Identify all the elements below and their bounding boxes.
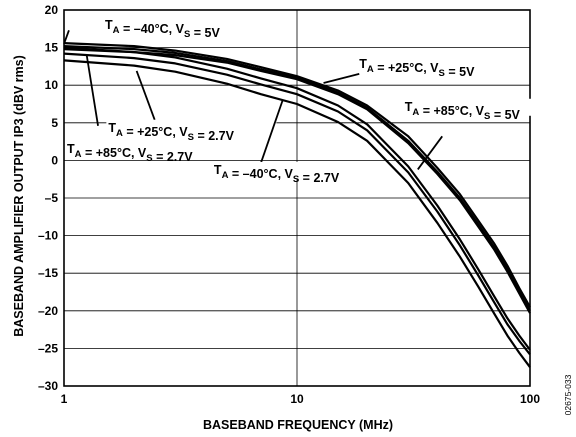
annotation-pointer [85, 54, 99, 126]
annotation-pointer [417, 135, 443, 170]
y-tick-label: 15 [45, 41, 59, 55]
plot-frame [63, 9, 531, 387]
y-tick-label: 0 [51, 153, 58, 167]
figure-id: 02675-033 [563, 374, 573, 415]
y-tick-label: 10 [45, 78, 59, 92]
annotation-label-3: TA = +85°C, VS = 5V [405, 100, 521, 122]
annotation-label-4: TA = +25°C, VS = 2.7V [108, 121, 234, 143]
annotation-bg [402, 98, 573, 116]
x-tick-labels: 1 10 100 [61, 392, 541, 406]
annotation-label-5: TA = +85°C, VS = 2.7V [67, 142, 193, 164]
annotation-label-2: TA = +25°C, VS = 5V [359, 57, 475, 79]
y-tick-label: 5 [51, 116, 58, 130]
x-axis-title: BASEBAND FREQUENCY (MHz) [203, 418, 393, 432]
series-line-6 [63, 59, 531, 368]
series-line-1 [63, 42, 531, 308]
y-tick-label: –15 [38, 266, 58, 280]
annotation-pointer [63, 29, 70, 45]
annotation-label-1: TA = –40°C, VS = 5V [105, 18, 220, 40]
y-tick-label: –30 [38, 379, 58, 393]
annotation-label-6: TA = –40°C, VS = 2.7V [214, 163, 340, 185]
x-tick-label: 1 [61, 392, 68, 406]
x-tick-label: 100 [520, 392, 540, 406]
annotation-pointer [135, 70, 156, 121]
y-tick-label: 20 [45, 3, 59, 17]
series-line-5 [63, 52, 531, 356]
annotations: TA = –40°C, VS = 5V TA = +25°C, VS = 5V TA… [63, 16, 573, 185]
y-tick-label: –10 [38, 229, 58, 243]
series-line-3 [63, 48, 531, 314]
series-line-4 [63, 46, 531, 351]
annotation-pointer [258, 99, 284, 168]
series-lines [63, 42, 531, 368]
y-axis-title: BASEBAND AMPLIFIER OUTPUT IP3 (dBV rms) [12, 55, 26, 337]
y-tick-labels: 20 15 10 5 0 –5 –10 –15 –20 –25 –30 [38, 3, 58, 393]
y-tick-label: –20 [38, 304, 58, 318]
y-tick-label: –25 [38, 341, 58, 355]
annotation-bg [64, 140, 235, 158]
y-tick-label: –5 [45, 191, 59, 205]
annotation-bg [103, 16, 274, 34]
annotation-pointer [323, 73, 360, 84]
annotation-bg [106, 119, 277, 137]
annotation-bg [357, 55, 528, 73]
annotation-bg [211, 161, 382, 179]
series-line-2 [63, 45, 531, 312]
x-tick-label: 10 [290, 392, 304, 406]
